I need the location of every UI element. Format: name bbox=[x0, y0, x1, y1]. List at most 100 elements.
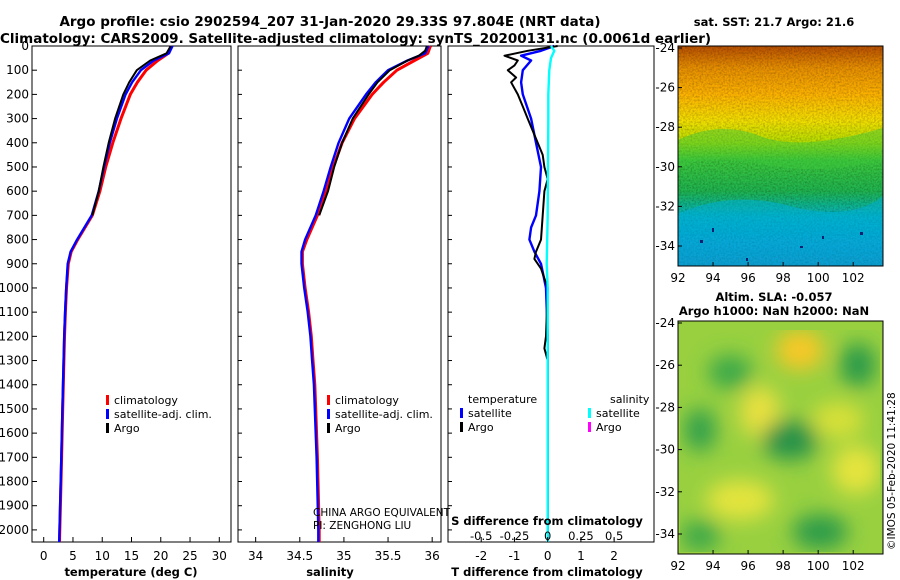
y-tick-label: 400 bbox=[6, 136, 29, 150]
x-tick-label: 35 bbox=[336, 549, 351, 563]
y-tick-label: 1300 bbox=[0, 354, 29, 368]
y-tick-label: 1200 bbox=[0, 329, 29, 343]
temperature-xlabel: temperature (deg C) bbox=[64, 565, 197, 579]
legend-label-satellite: satellite-adj. clim. bbox=[114, 408, 212, 421]
legend-swatch-s-argo bbox=[588, 422, 591, 432]
sst-dark-specks bbox=[700, 228, 863, 261]
x-tick-label: 30 bbox=[212, 549, 227, 563]
sst-cool-region bbox=[678, 196, 883, 266]
x-tick-label: 34 bbox=[248, 549, 263, 563]
lat-tick-label: -24 bbox=[655, 316, 675, 330]
lat-tick-label: -28 bbox=[655, 400, 675, 414]
lat-tick-label: -34 bbox=[655, 239, 675, 253]
lat-tick-label: -26 bbox=[655, 81, 675, 95]
legend-swatch-climatology bbox=[327, 395, 330, 405]
y-tick-label: 1000 bbox=[0, 281, 29, 295]
lat-tick-label: -34 bbox=[655, 527, 675, 541]
legend-swatch-t-satellite bbox=[460, 408, 463, 418]
x-tick-label: 0 bbox=[544, 549, 552, 563]
salinity-legend: climatology satellite-adj. clim. Argo bbox=[327, 394, 433, 435]
lon-tick-label: 100 bbox=[807, 271, 830, 285]
legend-label-argo: Argo bbox=[114, 422, 140, 435]
legend-label-satellite: satellite-adj. clim. bbox=[335, 408, 433, 421]
s-difference-label: S difference from climatology bbox=[451, 514, 643, 528]
sla-blobs bbox=[680, 330, 880, 552]
y-tick-label: 300 bbox=[6, 112, 29, 126]
lat-tick-label: -30 bbox=[655, 443, 675, 457]
lon-tick-label: 102 bbox=[842, 271, 865, 285]
legend-swatch-argo bbox=[106, 423, 109, 433]
lat-tick-label: -30 bbox=[655, 160, 675, 174]
lat-tick-label: -28 bbox=[655, 120, 675, 134]
x-tick-label: -2 bbox=[475, 549, 487, 563]
lon-tick-label: 98 bbox=[775, 271, 790, 285]
y-tick-label: 2000 bbox=[0, 523, 29, 537]
legend-title-temperature: temperature bbox=[468, 393, 537, 406]
lat-tick-label: -26 bbox=[655, 358, 675, 372]
legend-title-salinity: salinity bbox=[610, 393, 650, 406]
legend-label-climatology: climatology bbox=[114, 394, 178, 407]
legend-swatch-satellite bbox=[327, 409, 330, 419]
lon-tick-label: 100 bbox=[807, 559, 830, 573]
sla-map: -24 -26 -28 -30 -32 -34 92 94 96 98 100 102 bbox=[655, 316, 884, 573]
difference-panel: -2 -1 0 1 2 -0.5 -0.25 0 0.25 0.5 S difference f… bbox=[447, 44, 655, 579]
y-tick-label: 1700 bbox=[0, 450, 29, 464]
x-tick-label: -1 bbox=[508, 549, 520, 563]
difference-legend: temperature satellite Argo salinity sate… bbox=[460, 393, 650, 434]
x-tick-label: 1 bbox=[577, 549, 585, 563]
lon-tick-label: 94 bbox=[705, 271, 720, 285]
s-tick-label: -0.25 bbox=[500, 529, 530, 543]
timestamp: ©IMOS 05-Feb-2020 11:41:28 bbox=[886, 392, 898, 550]
sst-green-band bbox=[678, 128, 883, 170]
lon-tick-label: 92 bbox=[670, 559, 685, 573]
series-satellite-adj-clim- bbox=[58, 45, 174, 543]
sla-map-title-2: Argo h1000: NaN h2000: NaN bbox=[678, 304, 870, 318]
x-tick-label: 20 bbox=[153, 549, 168, 563]
y-tick-label: 1400 bbox=[0, 378, 29, 392]
salinity-xlabel: salinity bbox=[306, 565, 354, 579]
y-tick-label: 1100 bbox=[0, 305, 29, 319]
x-tick-label: 35.5 bbox=[375, 549, 402, 563]
legend-label-climatology: climatology bbox=[335, 394, 399, 407]
x-tick-label: 10 bbox=[95, 549, 110, 563]
legend-swatch-argo bbox=[327, 423, 330, 433]
y-tick-label: 700 bbox=[6, 208, 29, 222]
lon-tick-label: 94 bbox=[705, 559, 720, 573]
y-tick-label: 1900 bbox=[0, 499, 29, 513]
credit-line-1: CHINA ARGO EQUIVALENT bbox=[313, 507, 451, 519]
x-tick-label: 2 bbox=[610, 549, 618, 563]
series-argo bbox=[318, 45, 428, 216]
temperature-panel: 0100200300400500600700800900100011001200… bbox=[0, 39, 232, 579]
legend-swatch-satellite bbox=[106, 409, 109, 419]
timestamp-label-box: ©IMOS 05-Feb-2020 11:41:28 bbox=[886, 392, 898, 550]
salinity-panel: 34 34.5 35 35.5 36 salinity climatology sate… bbox=[237, 45, 451, 579]
sla-map-title-1: Altim. SLA: -0.057 bbox=[715, 290, 833, 304]
s-tick-label: 0.25 bbox=[568, 529, 594, 543]
y-tick-label: 500 bbox=[6, 160, 29, 174]
legend-label-t-satellite: satellite bbox=[468, 407, 512, 420]
s-tick-label: 0 bbox=[544, 529, 551, 543]
series-satellite-adj-clim- bbox=[300, 45, 430, 542]
y-tick-label: 0 bbox=[21, 39, 29, 53]
legend-swatch-t-argo bbox=[460, 422, 463, 432]
lat-tick-label: -32 bbox=[655, 485, 675, 499]
lon-tick-label: 98 bbox=[775, 559, 790, 573]
s-tick-label: -0.5 bbox=[470, 529, 492, 543]
y-tick-label: 600 bbox=[6, 184, 29, 198]
credit-line-2: PI: ZENGHONG LIU bbox=[313, 520, 411, 532]
climatology-title: Climatology: CARS2009. Satellite-adjuste… bbox=[0, 31, 712, 47]
lon-tick-label: 96 bbox=[740, 271, 755, 285]
x-tick-label: 5 bbox=[69, 549, 77, 563]
x-tick-label: 0 bbox=[40, 549, 48, 563]
sst-map: -24 -26 -28 -30 -32 -34 92 94 96 98 100 102 bbox=[655, 41, 884, 285]
legend-swatch-s-satellite bbox=[588, 408, 591, 418]
sst-map-frame bbox=[677, 45, 884, 267]
y-tick-label: 1600 bbox=[0, 426, 29, 440]
series-climatology bbox=[300, 45, 432, 542]
difference-axes-frame bbox=[447, 45, 655, 543]
temperature-legend: climatology satellite-adj. clim. Argo bbox=[106, 394, 212, 435]
y-tick-label: 1800 bbox=[0, 475, 29, 489]
x-tick-label: 15 bbox=[124, 549, 139, 563]
y-tick-label: 800 bbox=[6, 233, 29, 247]
